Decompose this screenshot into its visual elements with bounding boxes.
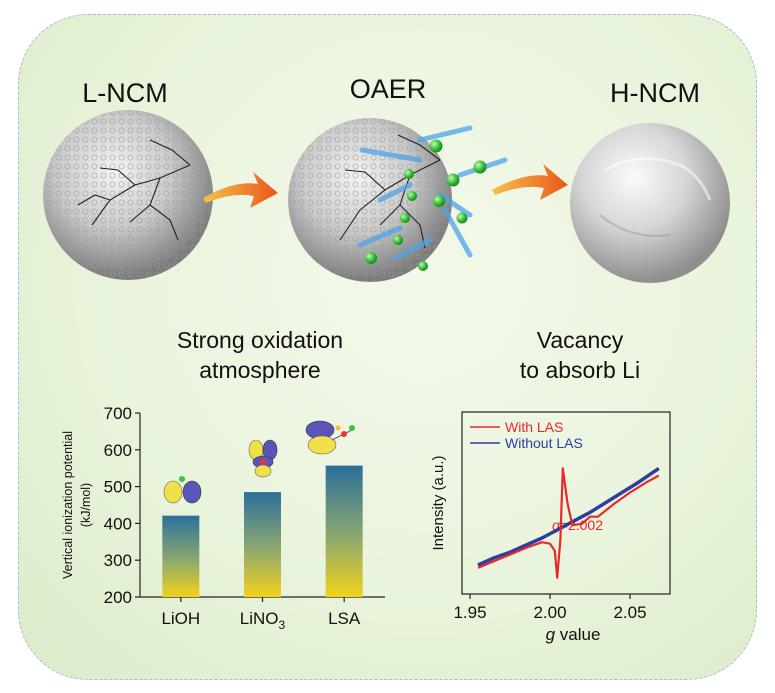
epr-x-tick-label: 2.05: [613, 603, 646, 622]
epr-series-with-las: [477, 467, 660, 579]
ionization-potential-chart: 200 300 400 500 600 700 LiOH LiNO3 LSA: [104, 404, 385, 632]
caption-oxidation-line1: Strong oxidation: [176, 327, 344, 353]
bar-y-tick-label: 500: [104, 478, 132, 497]
epr-spectrum-chart: With LAS Without LAS g=2.002 g value Int…: [430, 411, 671, 644]
caption-vacancy-line1: Vacancy: [536, 327, 624, 353]
caption-oxidation: Strong oxidation atmosphere: [130, 325, 390, 385]
bar-y-tick-label: 300: [104, 551, 132, 570]
legend-label-with-las: With LAS: [505, 419, 563, 435]
stage-label-l-ncm: L-NCM: [82, 78, 168, 108]
bar-x-tick-label: LiNO3: [240, 609, 286, 632]
bar-x-tick-label: LiOH: [161, 609, 200, 628]
epr-x-axis-label: g value: [546, 625, 601, 644]
epr-x-tick-label: 2.00: [533, 603, 566, 622]
lioh-orbital-icon: [163, 476, 202, 504]
bar-x-tick-label: LSA: [328, 609, 361, 628]
l-ncm-particle: [43, 110, 213, 280]
transition-arrow-2: [492, 164, 568, 200]
g-factor-symbol: g: [552, 517, 560, 533]
epr-x-axis-label-rest: value: [555, 625, 600, 644]
bar-y-tick-label: 200: [104, 588, 132, 607]
epr-x-tick-label: 1.95: [453, 603, 486, 622]
bar-y-axis-label-line1: Vertical ionization potential: [61, 431, 75, 579]
bar-y-tick-label: 700: [104, 404, 132, 423]
stage-label-h-ncm: H-NCM: [610, 78, 700, 108]
bar-y-axis-label-line2: (kJ/mol): [79, 483, 93, 527]
epr-plot-frame: [461, 411, 671, 595]
epr-y-axis-label: Intensity (a.u.): [430, 455, 447, 550]
epr-legend: With LAS Without LAS: [470, 419, 583, 451]
crack-lines: [77, 139, 191, 241]
li-extraction-streaks: [357, 125, 508, 261]
legend-label-without-las: Without LAS: [505, 435, 583, 451]
bar-lioh: [162, 515, 200, 597]
stage-label-oaer: OAER: [349, 74, 427, 104]
epr-x-axis-label-symbol: g: [546, 625, 556, 644]
bar-y-tick-label: 400: [104, 514, 132, 533]
epr-series-without-las: [477, 466, 660, 567]
caption-vacancy: Vacancy to absorb Li: [470, 325, 690, 385]
caption-oxidation-line2: atmosphere: [199, 357, 321, 383]
transition-arrow-1: [203, 172, 278, 208]
bar-lsa: [325, 465, 363, 597]
oaer-particle: [288, 118, 508, 282]
h-ncm-particle: [570, 123, 730, 283]
lino3-orbital-icon: [248, 439, 278, 478]
li-atoms: [365, 139, 487, 271]
caption-vacancy-line2: to absorb Li: [519, 357, 641, 383]
bar-y-tick-label: 600: [104, 441, 132, 460]
lsa-orbital-icon: [305, 420, 355, 455]
bar-lino3: [244, 492, 281, 597]
